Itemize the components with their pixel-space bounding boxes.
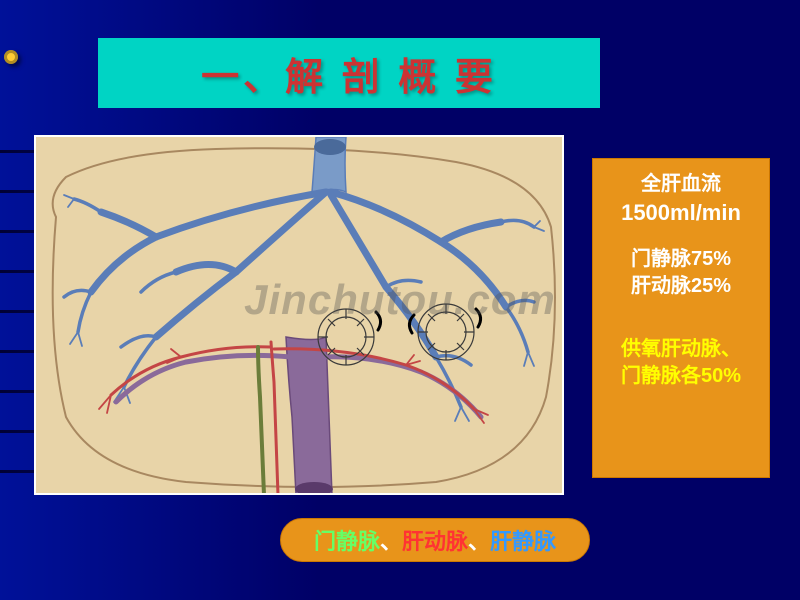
info-5b: 、 xyxy=(721,338,741,360)
bullet-icon xyxy=(4,50,18,64)
info-line-4: 肝动脉25% xyxy=(599,273,763,300)
info-box: 全肝血流 1500ml/min 门静脉75% 肝动脉25% 供氧肝动脉、 门静脉… xyxy=(592,158,770,478)
info-line-6: 门静脉各50% xyxy=(599,363,763,390)
info-line-5: 供氧肝动脉、 xyxy=(599,336,763,363)
info-line-2: 1500ml/min xyxy=(599,198,763,228)
legend-hepatic-vein: 肝静脉 xyxy=(490,524,556,556)
legend-sep-2: 、 xyxy=(468,524,490,556)
legend-portal-vein: 门静脉 xyxy=(314,524,380,556)
legend-hepatic-artery: 肝动脉 xyxy=(402,524,468,556)
info-line-1: 全肝血流 xyxy=(599,171,763,198)
title-box: 一、解 剖 概 要 xyxy=(98,38,600,108)
info-line-3: 门静脉75% xyxy=(599,246,763,273)
footer-legend: 门静脉 、 肝动脉 、 肝静脉 xyxy=(280,518,590,562)
info-5a: 供氧肝动脉 xyxy=(621,338,721,360)
legend-sep-1: 、 xyxy=(380,524,402,556)
liver-anatomy-diagram xyxy=(34,135,564,495)
title-text: 一、解 剖 概 要 xyxy=(201,46,497,101)
